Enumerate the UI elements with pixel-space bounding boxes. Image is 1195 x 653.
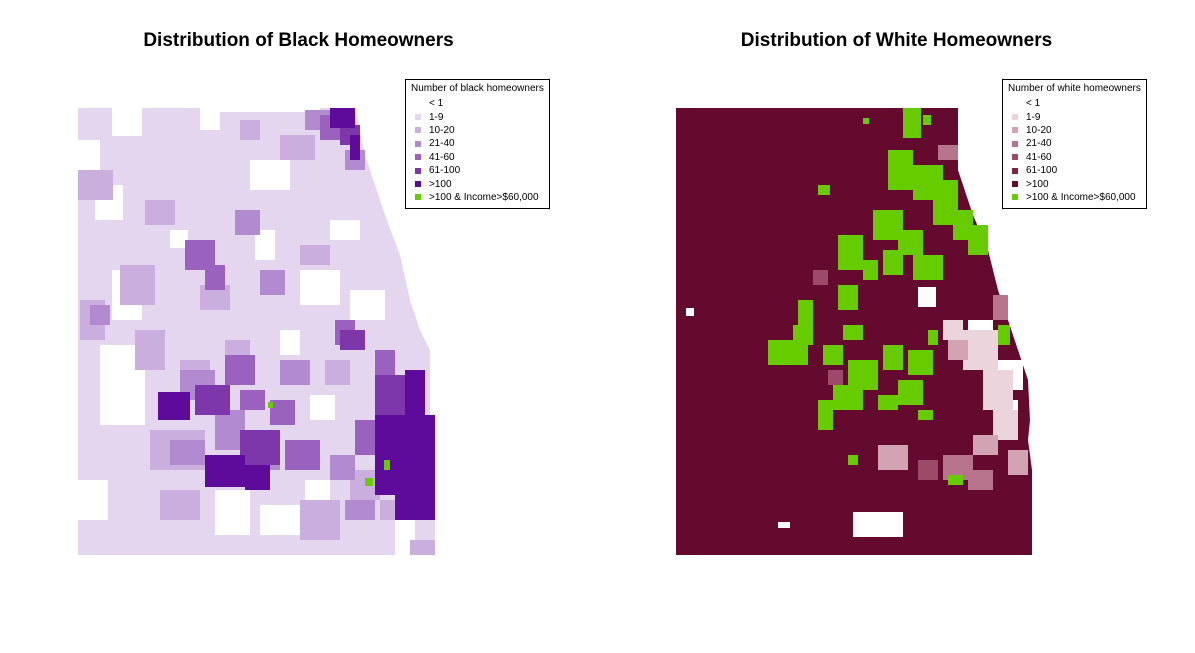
- legend-label: 1-9: [1026, 111, 1041, 123]
- legend-item: 10-20: [1008, 124, 1141, 137]
- white-homeowners-panel: Distribution of White Homeowners Number …: [598, 0, 1195, 653]
- legend-item: 10-20: [411, 124, 544, 137]
- legend-swatch: [415, 100, 421, 107]
- legend-label: 10-20: [429, 124, 455, 136]
- legend-label: >100 & Income>$60,000: [429, 191, 539, 203]
- legend-swatch: [415, 194, 421, 201]
- black-map-title: Distribution of Black Homeowners: [143, 30, 454, 51]
- legend-swatch: [415, 167, 421, 174]
- legend-label: 61-100: [1026, 165, 1058, 177]
- black-homeowners-map: [78, 105, 435, 555]
- legend-swatch: [415, 154, 421, 161]
- legend-item: 1-9: [1008, 110, 1141, 123]
- legend-label: 21-40: [1026, 138, 1052, 150]
- legend-swatch: [1012, 167, 1018, 174]
- legend-swatch: [1012, 140, 1018, 147]
- legend-item: < 1: [1008, 97, 1141, 110]
- legend-swatch: [415, 140, 421, 147]
- legend-swatch: [1012, 100, 1018, 107]
- black-homeowners-legend: Number of black homeowners < 1 1-9 10-20…: [405, 79, 550, 210]
- legend-item: 41-60: [411, 151, 544, 164]
- legend-label: >100: [1026, 178, 1049, 190]
- legend-label: 21-40: [429, 138, 455, 150]
- legend-item: < 1: [411, 97, 544, 110]
- legend-item: 21-40: [411, 137, 544, 150]
- legend-label: < 1: [1026, 98, 1041, 110]
- legend-swatch: [1012, 181, 1018, 188]
- legend-label: 10-20: [1026, 124, 1052, 136]
- legend-swatch: [1012, 127, 1018, 134]
- white-homeowners-map: [676, 108, 1032, 555]
- legend-swatch: [1012, 194, 1018, 201]
- legend-item: >100 & Income>$60,000: [1008, 191, 1141, 204]
- legend-label: 41-60: [1026, 151, 1052, 163]
- legend-item: >100: [1008, 177, 1141, 190]
- legend-label: 61-100: [429, 165, 461, 177]
- legend-label: >100 & Income>$60,000: [1026, 191, 1136, 203]
- legend-item: 1-9: [411, 110, 544, 123]
- white-homeowners-legend: Number of white homeowners < 1 1-9 10-20…: [1002, 79, 1147, 210]
- legend-item: >100: [411, 177, 544, 190]
- legend-label: >100: [429, 178, 452, 190]
- legend-item: 41-60: [1008, 151, 1141, 164]
- legend-item: 61-100: [411, 164, 544, 177]
- legend-label: < 1: [429, 98, 444, 110]
- legend-item: 21-40: [1008, 137, 1141, 150]
- white-legend-title: Number of white homeowners: [1008, 83, 1141, 94]
- legend-swatch: [415, 181, 421, 188]
- legend-label: 41-60: [429, 151, 455, 163]
- legend-item: 61-100: [1008, 164, 1141, 177]
- legend-swatch: [1012, 114, 1018, 121]
- legend-swatch: [1012, 154, 1018, 161]
- black-legend-title: Number of black homeowners: [411, 83, 544, 94]
- legend-label: 1-9: [429, 111, 444, 123]
- white-map-title: Distribution of White Homeowners: [740, 30, 1053, 51]
- black-homeowners-panel: Distribution of Black Homeowners Number …: [0, 0, 597, 653]
- legend-item: >100 & Income>$60,000: [411, 191, 544, 204]
- legend-swatch: [415, 114, 421, 121]
- legend-swatch: [415, 127, 421, 134]
